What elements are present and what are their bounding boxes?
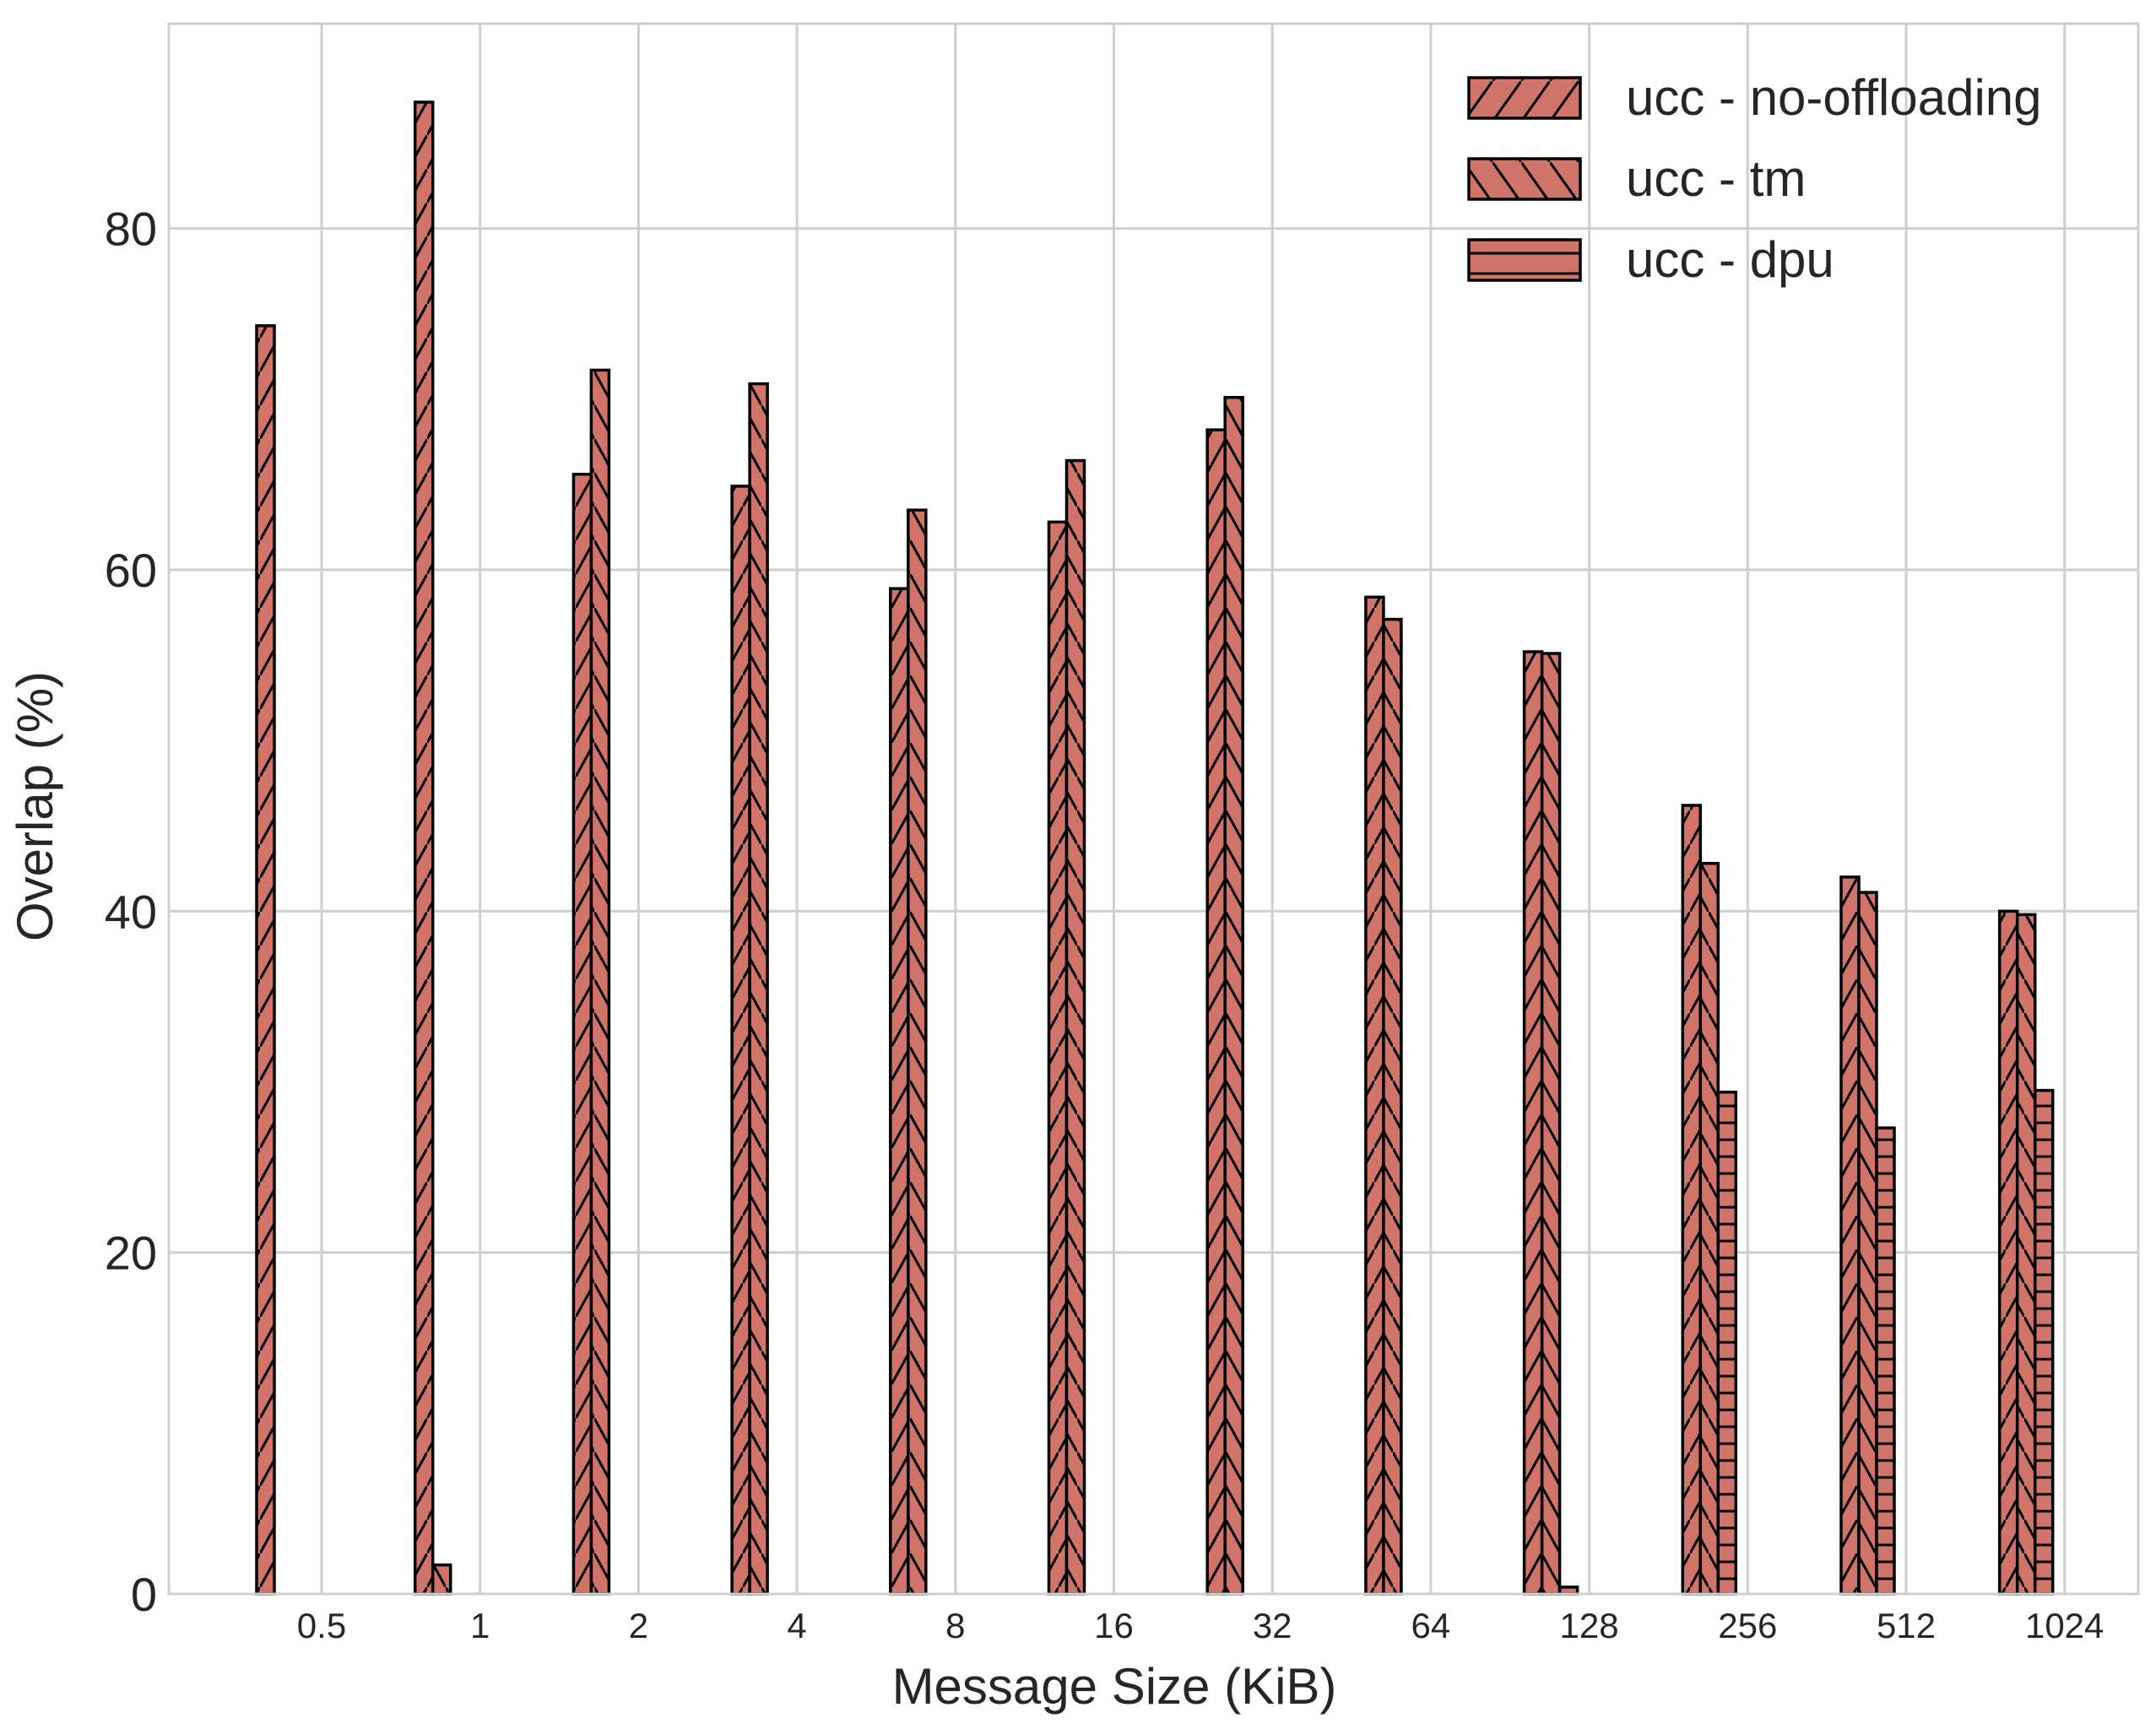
legend-label: ucc - tm	[1626, 150, 1806, 207]
bar-hatch	[1698, 861, 1720, 1596]
x-tick-label: 16	[1094, 1606, 1134, 1645]
bar-hatch	[889, 587, 910, 1596]
x-tick-label: 1024	[2025, 1606, 2104, 1645]
bar-hatch	[1522, 650, 1544, 1596]
axes	[167, 22, 2140, 1596]
bar-hatch	[1857, 891, 1878, 1596]
bar-hatch	[2015, 913, 2037, 1596]
legend: ucc - no-offloading ucc - tm ucc - dpu	[1467, 69, 2042, 288]
legend-swatch-hatch	[1467, 76, 1582, 120]
legend-label: ucc - no-offloading	[1626, 69, 2042, 126]
bar-hatch	[1382, 617, 1403, 1596]
x-tick-label: 512	[1877, 1606, 1936, 1645]
x-tick-label: 32	[1253, 1606, 1292, 1645]
x-tick-label: 2	[629, 1606, 648, 1645]
bar-hatch	[431, 1563, 452, 1596]
bar-hatch	[1540, 652, 1562, 1596]
legend-swatch-hatch	[1467, 238, 1582, 282]
bar-hatch	[2033, 1088, 2055, 1596]
bar-hatch	[572, 472, 593, 1596]
bar-hatch	[589, 368, 611, 1596]
x-axis-label: Message Size (KiB)	[892, 1658, 1337, 1715]
grid-lines	[169, 24, 2138, 1596]
legend-label: ucc - dpu	[1626, 231, 1834, 288]
tick-labels: 0 20 40 60 80 0.5 1 2 4 8 16 32 64 128 256 512 1024	[105, 203, 2105, 1645]
bar-hatch	[1205, 428, 1227, 1596]
x-tick-label: 0.5	[297, 1606, 346, 1645]
bar-hatch	[1716, 1090, 1738, 1596]
bar-hatch	[1681, 804, 1703, 1596]
x-tick-label: 256	[1718, 1606, 1777, 1645]
bar-hatch	[907, 508, 928, 1596]
bar-hatch	[1223, 396, 1244, 1596]
x-tick-label: 1	[470, 1606, 490, 1645]
bar-hatch	[1997, 909, 2019, 1596]
bars	[255, 100, 2055, 1596]
bar-hatch	[748, 382, 769, 1596]
bar-hatch	[1875, 1126, 1896, 1596]
y-tick-label: 20	[105, 1227, 157, 1280]
y-tick-label: 0	[131, 1568, 157, 1621]
x-tick-label: 4	[787, 1606, 806, 1645]
x-tick-label: 128	[1560, 1606, 1619, 1645]
plot-frame	[167, 22, 2140, 1596]
y-tick-label: 40	[105, 885, 157, 938]
y-tick-label: 80	[105, 203, 157, 256]
legend-swatch-hatch	[1467, 157, 1582, 201]
bar-hatch	[413, 100, 435, 1596]
bar-hatch	[1839, 875, 1861, 1596]
x-tick-label: 8	[945, 1606, 965, 1645]
x-tick-label: 64	[1411, 1606, 1451, 1645]
bar-hatch	[1364, 595, 1385, 1596]
bar-hatch	[730, 485, 751, 1596]
bar-hatch	[255, 324, 276, 1596]
bar-hatch	[1064, 458, 1086, 1596]
y-tick-label: 60	[105, 544, 157, 597]
bar-hatch	[1047, 520, 1069, 1596]
y-axis-label: Overlap (%)	[7, 671, 63, 941]
